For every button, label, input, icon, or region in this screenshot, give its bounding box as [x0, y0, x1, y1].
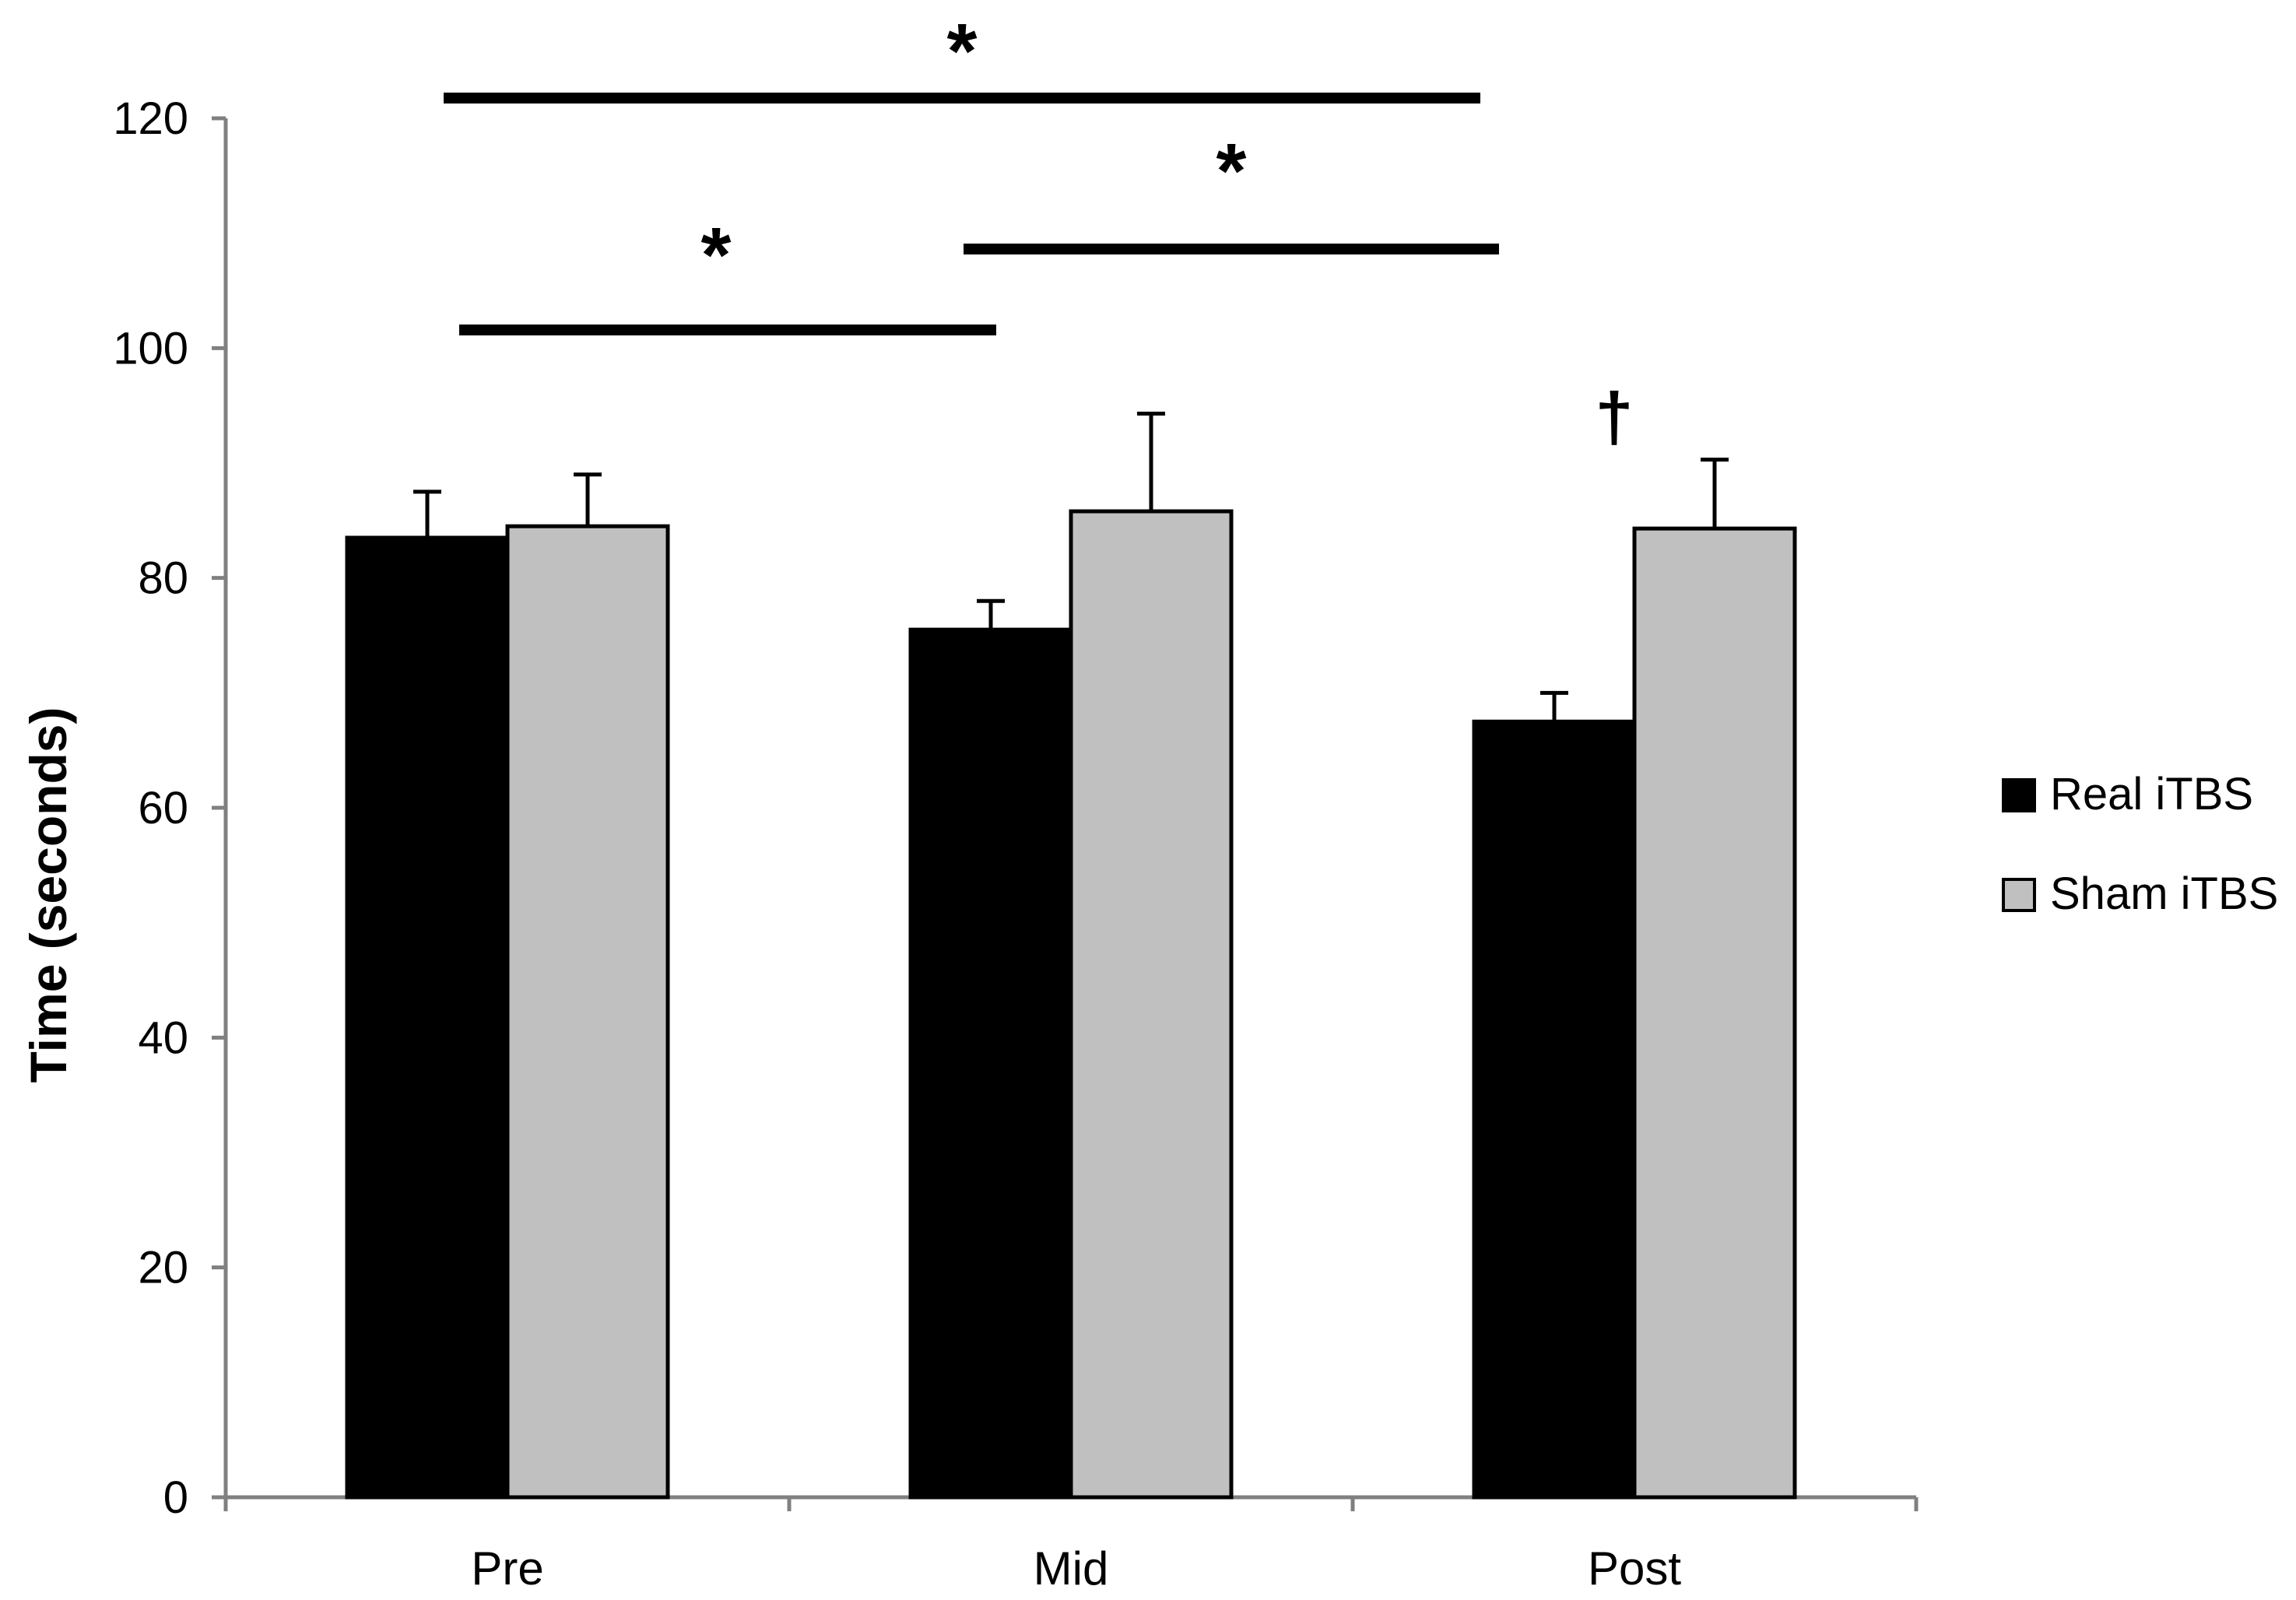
bar-sham-itbs-post	[1632, 526, 1797, 1500]
significance-star: *	[1216, 128, 1247, 215]
y-tick-label: 0	[163, 1472, 188, 1523]
bar-sham-itbs-pre	[505, 524, 670, 1500]
y-tick-label: 40	[138, 1012, 188, 1063]
y-tick-label: 80	[138, 553, 188, 604]
y-tick-label: 60	[138, 783, 188, 833]
bar-real-itbs-post	[1472, 719, 1637, 1500]
x-tick-label: Mid	[1034, 1542, 1109, 1595]
bar-real-itbs-pre	[345, 535, 510, 1500]
y-tick-label: 20	[138, 1243, 188, 1293]
significance-star: *	[701, 212, 732, 299]
y-axis-label: Time (seconds)	[19, 707, 77, 1083]
y-tick-label: 100	[113, 323, 188, 374]
y-tick-label: 120	[113, 93, 188, 144]
bar-real-itbs-mid	[908, 627, 1073, 1500]
bar-sham-itbs-mid	[1069, 509, 1234, 1500]
legend: Real iTBS Sham iTBS	[2002, 769, 2278, 919]
x-tick-label: Post	[1588, 1542, 1681, 1595]
legend-label-real: Real iTBS	[2050, 769, 2253, 819]
significance-star: *	[947, 8, 978, 95]
x-tick-label: Pre	[471, 1542, 543, 1595]
legend-label-sham: Sham iTBS	[2050, 868, 2278, 919]
dagger-annotation: †	[1596, 378, 1634, 455]
legend-swatch-sham	[2002, 878, 2036, 912]
legend-swatch-real	[2002, 778, 2036, 812]
